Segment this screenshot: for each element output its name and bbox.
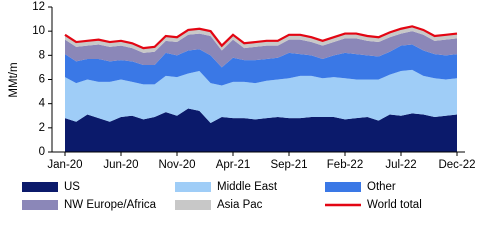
x-tick-label: Jan-20 <box>47 159 82 171</box>
legend-swatch <box>325 182 361 192</box>
legend-label: World total <box>367 199 422 211</box>
x-tick-label: Feb-22 <box>327 159 363 171</box>
legend-label: Asia Pac <box>217 199 263 211</box>
chart: MMt/m 0 2 4 6 8 10 12 Jan-20 Jun-20 Nov-20 Apr-21 S… <box>8 1 476 211</box>
y-tick-label: 2 <box>39 122 45 134</box>
legend-swatch <box>175 200 211 210</box>
y-tick-label: 4 <box>39 98 46 110</box>
legend-swatch <box>22 200 58 210</box>
x-tick-label: Apr-21 <box>216 159 251 171</box>
x-tick-label: Jul-22 <box>385 159 416 171</box>
y-tick-label: 10 <box>32 25 45 37</box>
legend-swatch <box>175 182 211 192</box>
area <box>65 44 457 86</box>
area <box>65 31 457 68</box>
x-tick-label: Dec-22 <box>438 159 475 171</box>
legend-label: Middle East <box>217 181 278 193</box>
y-tick-label: 12 <box>32 1 45 13</box>
legend-label: Other <box>367 181 396 193</box>
area <box>65 69 457 123</box>
y-tick-label: 0 <box>39 146 45 158</box>
y-tick-label: 6 <box>39 74 45 86</box>
legend-label: US <box>64 181 80 193</box>
legend-swatch <box>22 182 58 192</box>
total-line <box>64 25 458 50</box>
x-tick-label: Nov-20 <box>158 159 195 171</box>
x-tick-label: Jun-20 <box>103 159 138 171</box>
legend-label: NW Europe/Africa <box>64 199 157 211</box>
x-tick-label: Sep-21 <box>270 159 307 171</box>
y-tick-label: 8 <box>39 49 45 61</box>
area <box>65 108 457 152</box>
y-axis-label: MMt/m <box>8 62 20 97</box>
